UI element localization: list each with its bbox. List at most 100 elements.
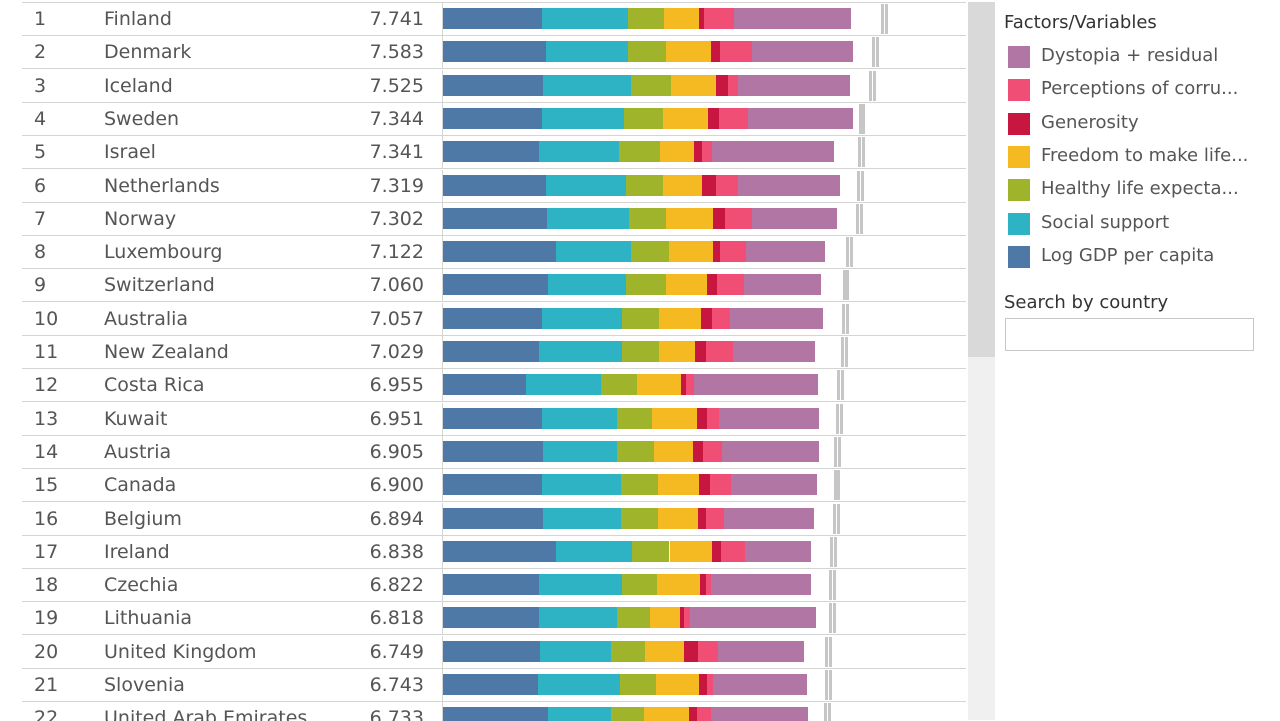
bar-segment-dystopia[interactable]: [694, 374, 819, 396]
bar-segment-health[interactable]: [627, 8, 664, 29]
table-row[interactable]: 3 Iceland 7.525: [22, 69, 966, 103]
bar-segment-freedom[interactable]: [657, 574, 701, 596]
bar-segment-generosity[interactable]: [711, 540, 722, 562]
bar-segment-health[interactable]: [611, 640, 645, 662]
bar-segment-corruption[interactable]: [703, 440, 722, 462]
bar-segment-corruption[interactable]: [697, 707, 712, 721]
bar-segment-gdp[interactable]: [443, 640, 540, 662]
bar-segment-dystopia[interactable]: [748, 107, 854, 129]
bar-segment-generosity[interactable]: [708, 107, 720, 129]
bar-segment-health[interactable]: [618, 141, 661, 163]
table-row[interactable]: 10 Australia 7.057: [22, 302, 966, 336]
bar-segment-social[interactable]: [556, 241, 632, 263]
legend-item-dystopia[interactable]: Dystopia + residual: [1008, 43, 1268, 69]
table-row[interactable]: 14 Austria 6.905: [22, 435, 966, 469]
bar-segment-health[interactable]: [616, 407, 653, 429]
bar-segment-generosity[interactable]: [713, 207, 726, 229]
bar-segment-freedom[interactable]: [643, 707, 689, 721]
table-scrollbar[interactable]: [968, 2, 995, 720]
bar-segment-social[interactable]: [546, 207, 630, 229]
bar-segment-gdp[interactable]: [443, 341, 539, 362]
bar-segment-freedom[interactable]: [655, 674, 699, 695]
table-row[interactable]: 21 Slovenia 6.743: [22, 669, 966, 702]
bar-segment-gdp[interactable]: [443, 707, 549, 721]
bar-segment-generosity[interactable]: [697, 507, 707, 529]
bar-segment-gdp[interactable]: [443, 107, 543, 129]
bar-segment-corruption[interactable]: [719, 107, 749, 129]
bar-segment-health[interactable]: [621, 474, 659, 496]
bar-segment-gdp[interactable]: [443, 141, 539, 163]
bar-segment-dystopia[interactable]: [690, 607, 816, 629]
bar-segment-social[interactable]: [541, 407, 617, 429]
bar-segment-freedom[interactable]: [665, 41, 711, 63]
bar-segment-corruption[interactable]: [697, 640, 718, 662]
search-input[interactable]: [1005, 318, 1254, 351]
bar-segment-gdp[interactable]: [443, 374, 526, 396]
bar-segment-social[interactable]: [548, 707, 612, 721]
bar-segment-corruption[interactable]: [725, 207, 752, 229]
bar-segment-social[interactable]: [546, 41, 629, 63]
bar-segment-social[interactable]: [542, 507, 622, 529]
bar-segment-gdp[interactable]: [443, 74, 543, 96]
table-row[interactable]: 16 Belgium 6.894: [22, 502, 966, 536]
bar-segment-gdp[interactable]: [443, 41, 547, 63]
bar-segment-social[interactable]: [537, 674, 621, 695]
bar-segment-generosity[interactable]: [710, 41, 721, 63]
table-row[interactable]: 13 Kuwait 6.951: [22, 402, 966, 436]
bar-segment-social[interactable]: [541, 307, 622, 329]
bar-segment-social[interactable]: [539, 640, 612, 662]
table-row[interactable]: 18 Czechia 6.822: [22, 569, 966, 603]
bar-segment-dystopia[interactable]: [710, 574, 812, 596]
legend-item-health[interactable]: Healthy life expecta...: [1008, 176, 1268, 202]
bar-segment-freedom[interactable]: [665, 274, 708, 296]
bar-segment-social[interactable]: [546, 174, 626, 196]
bar-segment-generosity[interactable]: [688, 707, 698, 721]
bar-segment-social[interactable]: [538, 341, 622, 362]
legend-item-corruption[interactable]: Perceptions of corru...: [1008, 76, 1268, 102]
bar-segment-corruption[interactable]: [707, 674, 714, 695]
bar-segment-freedom[interactable]: [665, 207, 714, 229]
table-row[interactable]: 17 Ireland 6.838: [22, 535, 966, 569]
bar-segment-freedom[interactable]: [636, 374, 681, 396]
bar-segment-freedom[interactable]: [658, 474, 699, 496]
bar-segment-dystopia[interactable]: [744, 274, 822, 296]
bar-segment-freedom[interactable]: [662, 174, 703, 196]
bar-segment-gdp[interactable]: [443, 207, 547, 229]
bar-segment-health[interactable]: [621, 341, 659, 362]
bar-segment-gdp[interactable]: [443, 241, 557, 263]
bar-segment-health[interactable]: [628, 41, 666, 63]
legend-item-social[interactable]: Social support: [1008, 210, 1268, 236]
bar-segment-freedom[interactable]: [649, 607, 681, 629]
bar-segment-dystopia[interactable]: [721, 440, 819, 462]
table-row[interactable]: 1 Finland 7.741: [22, 3, 966, 36]
bar-segment-corruption[interactable]: [720, 41, 753, 63]
bar-segment-generosity[interactable]: [680, 607, 685, 629]
bar-segment-health[interactable]: [621, 507, 659, 529]
bar-segment-corruption[interactable]: [705, 574, 711, 596]
bar-segment-health[interactable]: [623, 107, 664, 129]
bar-segment-gdp[interactable]: [443, 307, 542, 329]
bar-segment-corruption[interactable]: [706, 507, 725, 529]
bar-segment-freedom[interactable]: [669, 540, 712, 562]
bar-segment-gdp[interactable]: [443, 674, 538, 695]
bar-segment-gdp[interactable]: [443, 507, 543, 529]
table-row[interactable]: 8 Luxembourg 7.122: [22, 236, 966, 270]
table-row[interactable]: 6 Netherlands 7.319: [22, 169, 966, 203]
bar-segment-corruption[interactable]: [715, 174, 739, 196]
bar-segment-health[interactable]: [631, 241, 669, 263]
bar-segment-generosity[interactable]: [707, 274, 718, 296]
bar-segment-corruption[interactable]: [717, 274, 745, 296]
bar-segment-gdp[interactable]: [443, 607, 539, 629]
bar-segment-dystopia[interactable]: [717, 640, 805, 662]
bar-segment-freedom[interactable]: [660, 141, 695, 163]
table-row[interactable]: 15 Canada 6.900: [22, 469, 966, 503]
bar-segment-generosity[interactable]: [713, 241, 720, 263]
bar-segment-corruption[interactable]: [712, 307, 730, 329]
legend-item-freedom[interactable]: Freedom to make life...: [1008, 143, 1268, 169]
bar-segment-generosity[interactable]: [702, 174, 716, 196]
bar-segment-corruption[interactable]: [719, 241, 746, 263]
bar-segment-freedom[interactable]: [670, 74, 716, 96]
bar-segment-dystopia[interactable]: [711, 141, 835, 163]
bar-segment-freedom[interactable]: [653, 440, 694, 462]
bar-segment-social[interactable]: [542, 107, 624, 129]
